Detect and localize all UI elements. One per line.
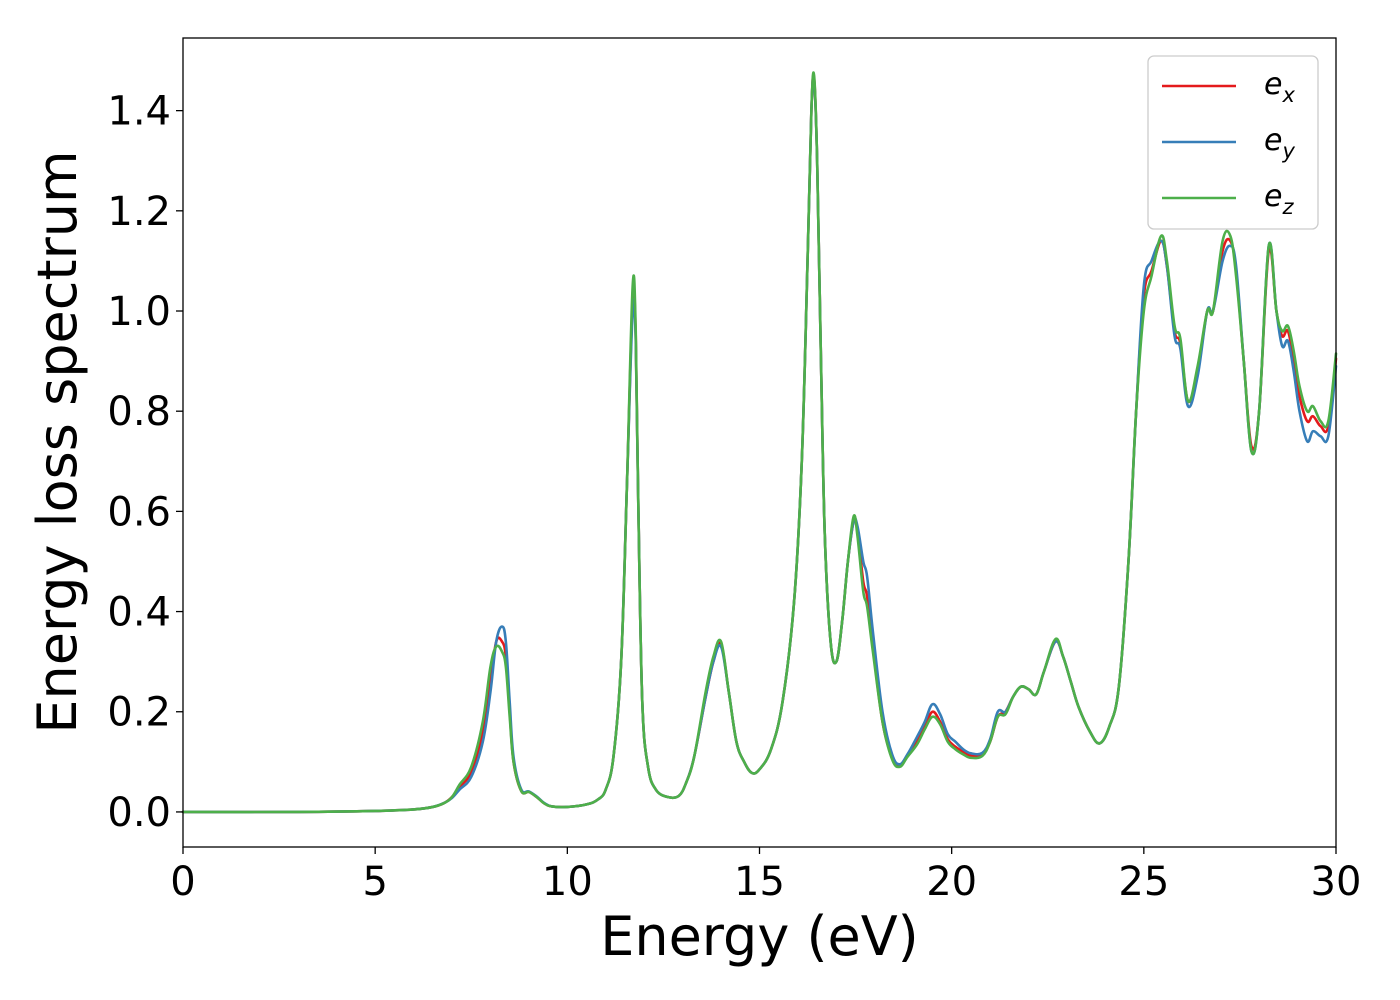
x-tick-label: 0 <box>170 859 195 905</box>
y-tick-label: 0.2 <box>107 690 171 736</box>
y-tick-label: 1.4 <box>107 89 171 135</box>
y-tick-label: 0.4 <box>107 590 171 636</box>
y-tick-label: 1.2 <box>107 189 171 235</box>
y-tick-label: 0.8 <box>107 389 171 435</box>
legend-label: ey <box>1264 123 1295 163</box>
y-tick-label: 0.6 <box>107 489 171 535</box>
x-tick-label: 15 <box>734 859 785 905</box>
x-tick-label: 25 <box>1118 859 1169 905</box>
x-tick-label: 20 <box>926 859 977 905</box>
y-tick-label: 1.0 <box>107 289 171 335</box>
series-line-e-z <box>181 71 1338 814</box>
y-axis: 0.0 0.2 0.4 0.6 0.8 1.0 1.2 1.4 <box>107 89 183 836</box>
legend-label: ez <box>1264 179 1294 219</box>
y-tick-label: 0.0 <box>107 790 171 836</box>
x-tick-label: 10 <box>542 859 593 905</box>
legend-label: ex <box>1264 67 1295 107</box>
x-axis: 0 5 10 15 20 25 30 <box>170 847 1361 905</box>
x-tick-label: 5 <box>362 859 387 905</box>
x-tick-label: 30 <box>1311 859 1362 905</box>
series-layer <box>181 71 1338 814</box>
legend: ex ey ez <box>1147 55 1319 230</box>
x-axis-label: Energy (eV) <box>600 905 919 968</box>
y-axis-label: Energy loss spectrum <box>26 150 89 733</box>
